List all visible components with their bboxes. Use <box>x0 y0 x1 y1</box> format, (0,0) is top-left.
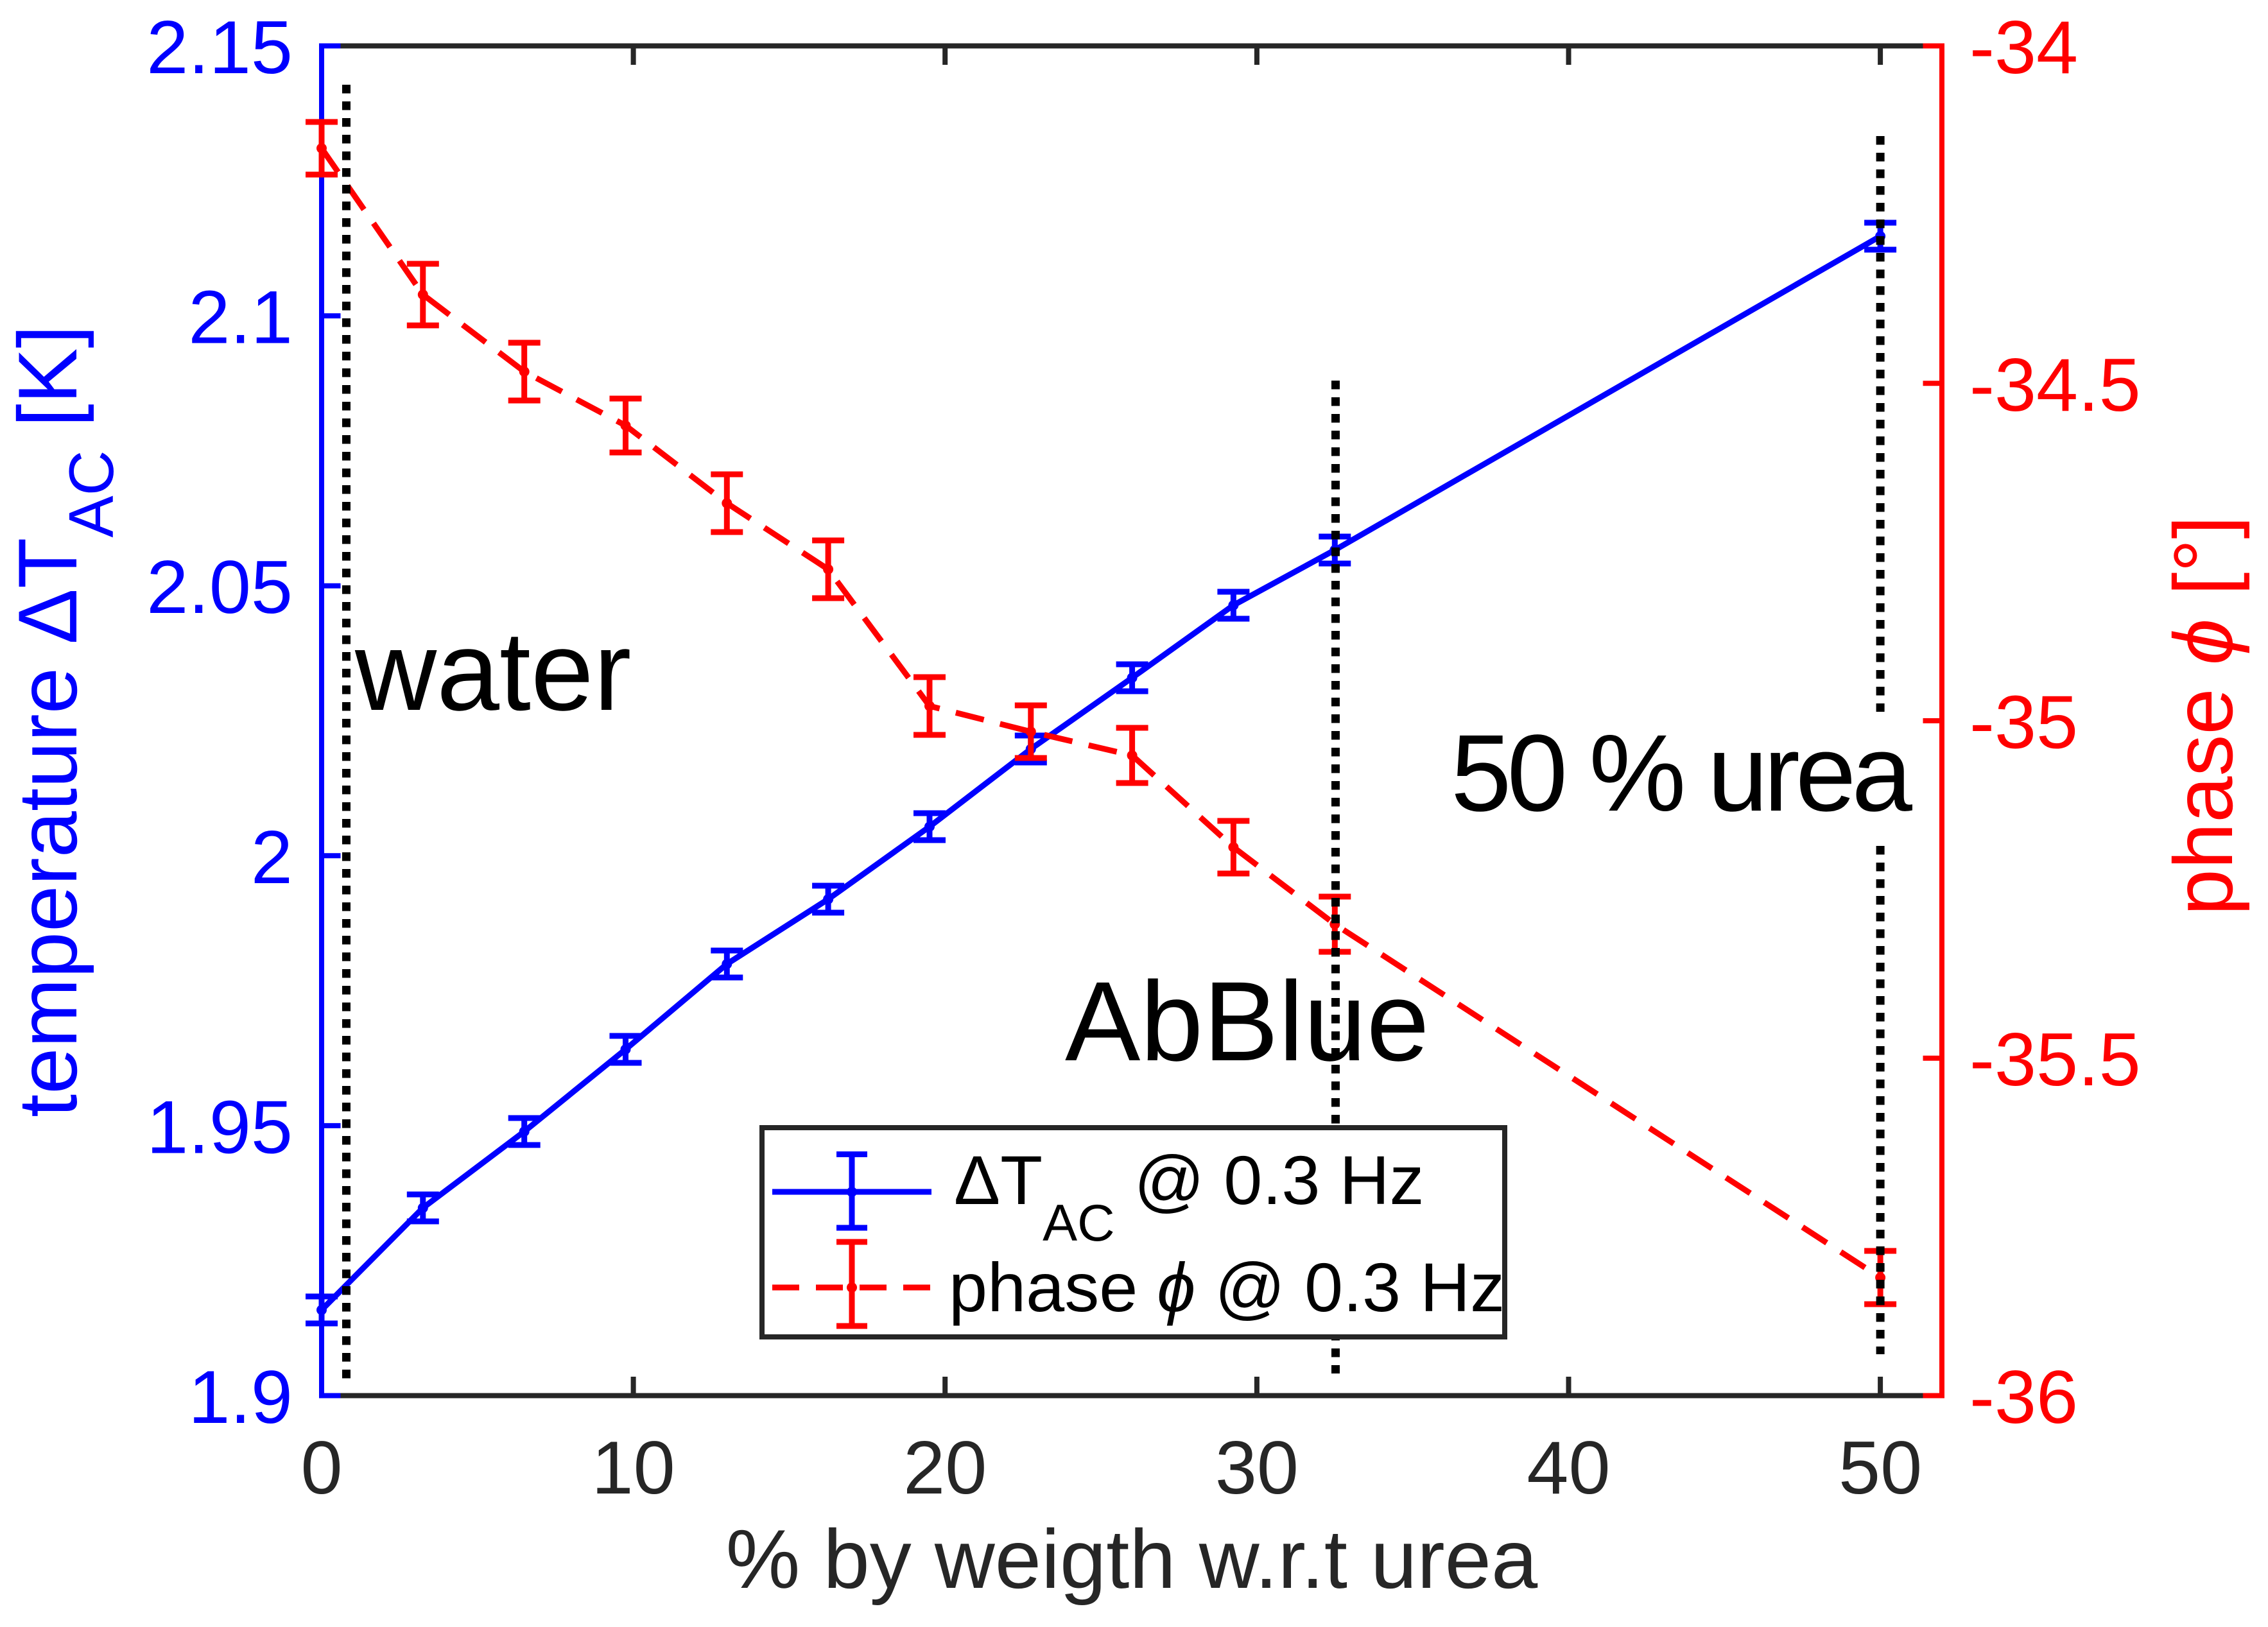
svg-text:water: water <box>354 608 631 734</box>
svg-text:2.15: 2.15 <box>146 5 293 89</box>
svg-text:30: 30 <box>1215 1425 1299 1510</box>
svg-text:-35.5: -35.5 <box>1969 1017 2141 1101</box>
svg-text:2: 2 <box>251 815 293 899</box>
svg-text:10: 10 <box>592 1425 675 1510</box>
svg-text:50 % urea: 50 % urea <box>1451 712 1912 834</box>
svg-text:1.95: 1.95 <box>146 1085 293 1169</box>
svg-text:1.9: 1.9 <box>188 1355 293 1439</box>
svg-text:ΔTAC @ 0.3 Hz: ΔTAC @ 0.3 Hz <box>954 1141 1424 1252</box>
svg-text:-36: -36 <box>1969 1355 2078 1439</box>
svg-text:-34.5: -34.5 <box>1969 343 2141 427</box>
svg-text:phase ϕ @ 0.3 Hz: phase ϕ @ 0.3 Hz <box>949 1248 1505 1326</box>
svg-text:50: 50 <box>1839 1425 1922 1510</box>
svg-text:AbBlue: AbBlue <box>1065 959 1430 1085</box>
svg-text:phase ϕ [°]: phase ϕ [°] <box>2156 516 2250 916</box>
svg-text:temperature ΔTAC [K]: temperature ΔTAC [K] <box>1 325 126 1117</box>
svg-text:0: 0 <box>300 1425 342 1510</box>
svg-text:2.05: 2.05 <box>146 545 293 629</box>
svg-text:% by weigth w.r.t urea: % by weigth w.r.t urea <box>726 1512 1538 1606</box>
svg-text:-35: -35 <box>1969 680 2078 764</box>
svg-text:40: 40 <box>1527 1425 1610 1510</box>
svg-text:20: 20 <box>903 1425 987 1510</box>
svg-text:2.1: 2.1 <box>188 275 293 359</box>
svg-text:-34: -34 <box>1969 5 2078 89</box>
